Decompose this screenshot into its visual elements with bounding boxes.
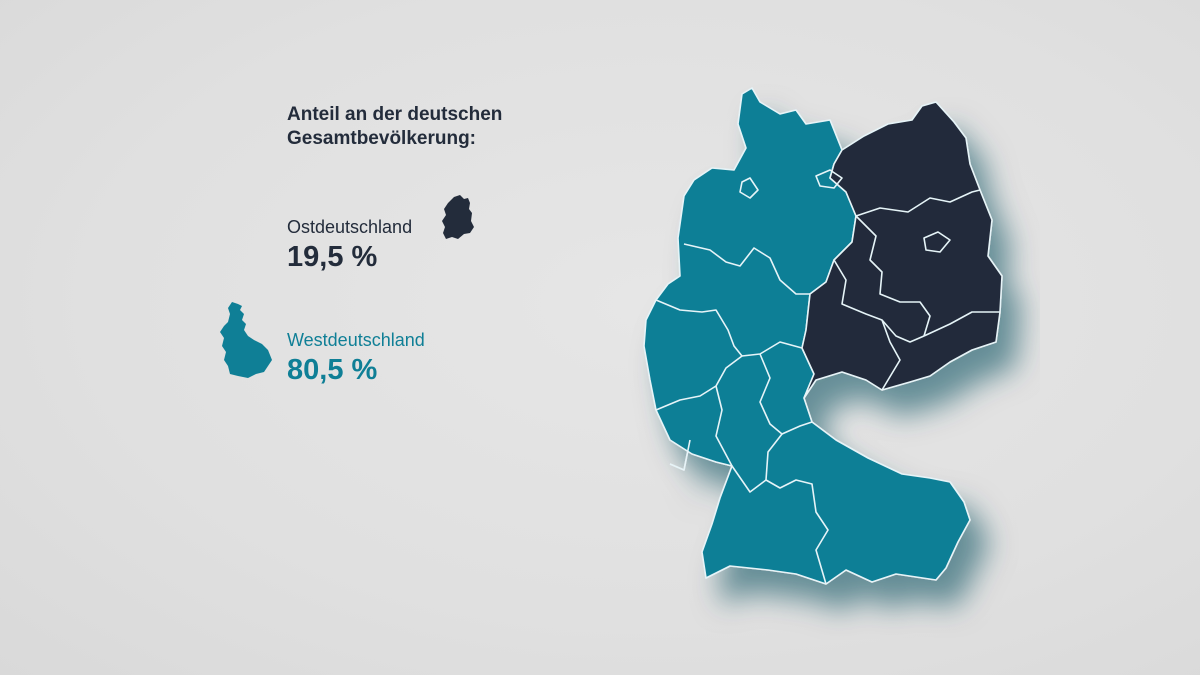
state-border: [855, 215, 931, 337]
state-border: [683, 243, 810, 295]
state-border: [881, 319, 901, 391]
chart-title: Anteil an der deutschen Gesamtbevölkerun…: [287, 103, 502, 151]
state-border: [815, 169, 843, 189]
legend-west-label: Westdeutschland: [287, 330, 425, 350]
state-border: [739, 177, 759, 199]
state-border: [655, 299, 803, 357]
legend-west-value: 80,5 %: [287, 354, 378, 386]
state-border: [923, 311, 1000, 337]
state-border: [855, 189, 981, 217]
germany-map: [643, 87, 1003, 585]
legend-east-label: Ostdeutschland: [287, 217, 413, 237]
state-border: [655, 355, 743, 411]
state-border: [715, 385, 733, 467]
east-germany-region: [801, 101, 1003, 399]
state-border: [669, 439, 691, 471]
east-germany-map-icon: [442, 195, 474, 239]
state-border: [759, 353, 829, 585]
title-line-1: Anteil an der deutschen: [287, 104, 503, 125]
legend-west: Westdeutschland 80,5 %: [287, 329, 425, 387]
state-border: [731, 465, 767, 493]
state-border: [833, 259, 925, 343]
west-germany-map-icon: [220, 302, 272, 378]
legend-east-value: 19,5 %: [287, 241, 378, 273]
legend-east: Ostdeutschland 19,5 %: [287, 216, 412, 274]
state-border: [781, 421, 813, 435]
state-border: [923, 231, 951, 253]
title-line-2: Gesamtbevölkerung:: [287, 128, 476, 149]
